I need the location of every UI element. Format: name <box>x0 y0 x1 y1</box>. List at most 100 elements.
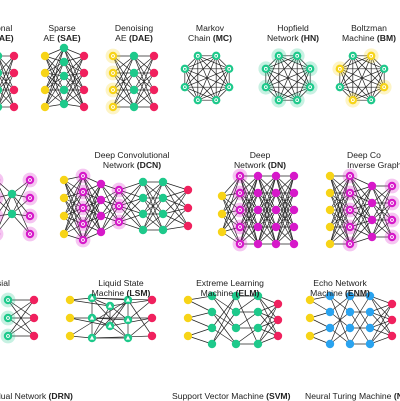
node-circle <box>66 296 74 304</box>
node-ring-dot <box>296 55 298 57</box>
node-circle <box>368 199 376 207</box>
label-bm-line2: Machine <box>342 33 377 43</box>
node-circle <box>232 324 240 332</box>
neuron-node <box>233 237 248 252</box>
neuron-node <box>274 300 282 308</box>
node-ring-dot <box>339 68 341 70</box>
label-lsm-line2: Machine <box>92 288 127 298</box>
neuron-node <box>80 52 88 60</box>
neuron-node <box>184 314 192 322</box>
node-circle <box>368 233 376 241</box>
node-circle <box>150 69 158 77</box>
node-ring-dot <box>197 55 199 57</box>
label-mc-abbr: (MC) <box>213 33 232 43</box>
connections-layer <box>0 48 392 344</box>
node-circle <box>139 178 147 186</box>
neuron-node <box>326 240 334 248</box>
neuron-node <box>97 196 105 204</box>
label-hn-line1: Hopfield <box>258 23 328 33</box>
neuron-node <box>290 172 298 180</box>
node-circle <box>139 194 147 202</box>
node-ring-dot <box>296 99 298 101</box>
connection-line <box>212 296 236 312</box>
neuron-node <box>271 93 286 108</box>
node-ring-dot <box>215 99 217 101</box>
neuron-node <box>218 192 226 200</box>
node-circle <box>60 72 68 80</box>
neuron-node <box>232 324 240 332</box>
node-circle <box>254 240 262 248</box>
neuron-node <box>10 103 18 111</box>
neuron-node <box>208 340 216 348</box>
neuron-node <box>385 196 400 211</box>
node-circle <box>232 308 240 316</box>
node-ring-dot <box>82 239 84 241</box>
neuron-node <box>254 189 262 197</box>
neuron-node <box>97 180 105 188</box>
node-circle <box>60 176 68 184</box>
neuron-node <box>76 233 91 248</box>
connection-line <box>185 56 216 87</box>
neuron-node <box>232 308 240 316</box>
node-ring-dot <box>239 209 241 211</box>
neuron-node <box>368 216 376 224</box>
neuron-node <box>106 66 121 81</box>
neuron-node <box>306 314 314 322</box>
node-ring-dot <box>339 86 341 88</box>
node-circle <box>272 240 280 248</box>
neuron-node <box>346 324 354 332</box>
node-circle <box>232 340 240 348</box>
neuron-node <box>290 223 298 231</box>
neuron-node <box>290 93 305 108</box>
node-circle <box>30 296 38 304</box>
label-lsm-line1: Liquid State <box>81 278 161 288</box>
neuron-node <box>184 186 192 194</box>
node-circle <box>388 316 396 324</box>
neuron-node <box>212 52 220 60</box>
node-circle <box>80 69 88 77</box>
label-elm-abbr: (ELM) <box>236 288 260 298</box>
neuron-node <box>76 201 91 216</box>
neuron-node <box>139 210 147 218</box>
neuron-node <box>290 240 298 248</box>
label-lsm-abbr: (LSM) <box>127 288 151 298</box>
neuron-node <box>233 186 248 201</box>
node-circle <box>366 308 374 316</box>
node-ring-dot <box>228 86 230 88</box>
node-ring-dot <box>118 205 120 207</box>
node-circle <box>272 223 280 231</box>
neuron-node <box>41 86 49 94</box>
neuron-node <box>8 190 16 198</box>
neuron-node <box>130 52 138 60</box>
label-elm-line1: Extreme Learning <box>185 278 275 288</box>
connection-line <box>185 69 216 100</box>
connection-line <box>198 56 229 87</box>
neuron-node <box>97 212 105 220</box>
neuron-node <box>366 308 374 316</box>
node-circle <box>130 69 138 77</box>
neuron-node <box>1 293 16 308</box>
neuron-node <box>23 173 38 188</box>
node-circle <box>41 69 49 77</box>
neuron-node <box>30 332 38 340</box>
neuron-node <box>258 80 273 95</box>
node-ring-dot <box>215 55 217 57</box>
node-ring-dot <box>239 192 241 194</box>
label-bm-abbr: (BM) <box>377 33 396 43</box>
label-dn-line2: Network <box>234 160 268 170</box>
node-ring-dot <box>349 226 351 228</box>
node-circle <box>326 172 334 180</box>
node-circle <box>159 194 167 202</box>
neuron-node <box>336 83 344 91</box>
neuron-node <box>290 206 298 214</box>
node-circle <box>80 86 88 94</box>
node-circle <box>60 212 68 220</box>
neuron-node <box>1 329 16 344</box>
neuron-node <box>218 228 226 236</box>
neuron-node <box>41 69 49 77</box>
node-ring-dot <box>112 106 114 108</box>
neuron-node <box>106 49 121 64</box>
label-sae-line2: AE <box>43 33 57 43</box>
neuron-node <box>272 223 280 231</box>
label-sae-abbr: (SAE) <box>57 33 80 43</box>
